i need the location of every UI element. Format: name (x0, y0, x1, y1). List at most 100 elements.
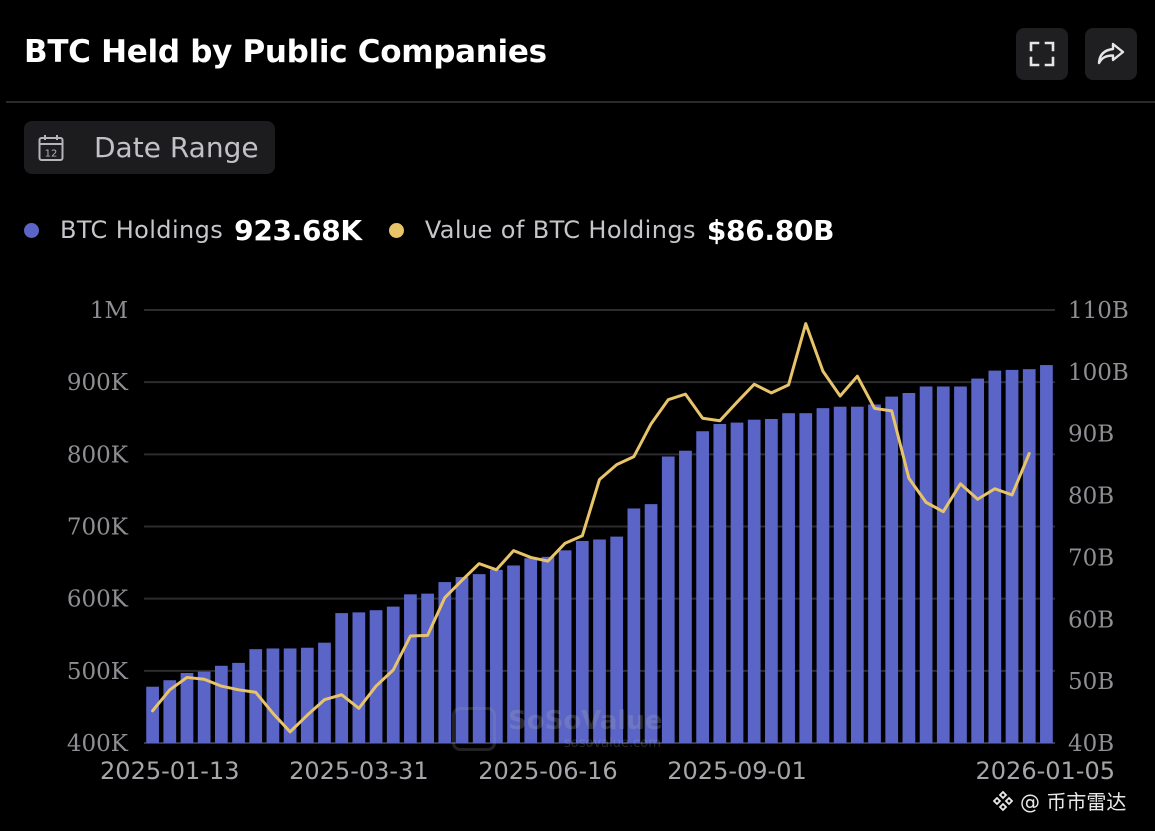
bar-btc-holdings[interactable] (885, 396, 899, 743)
y-left-tick-label: 800K (67, 442, 129, 468)
bar-btc-holdings[interactable] (593, 539, 606, 743)
bar-btc-holdings[interactable] (249, 649, 263, 743)
legend-dot-value-holdings (388, 222, 404, 238)
bar-btc-holdings[interactable] (747, 419, 761, 743)
y-right-tick-label: 70B (1068, 545, 1114, 571)
chart-legend: BTC Holdings 923.68K Value of BTC Holdin… (24, 208, 834, 252)
bar-btc-holdings[interactable] (524, 558, 538, 743)
bar-btc-holdings[interactable] (644, 504, 658, 743)
bar-btc-holdings[interactable] (696, 431, 709, 743)
bar-btc-holdings[interactable] (833, 406, 847, 743)
bar-btc-holdings[interactable] (214, 665, 228, 743)
bar-btc-holdings[interactable] (971, 378, 985, 743)
bar-btc-holdings[interactable] (404, 594, 417, 743)
y-right-tick-label: 60B (1068, 607, 1114, 633)
binance-square-icon (992, 790, 1014, 812)
share-button[interactable] (1085, 28, 1137, 80)
bar-btc-holdings[interactable] (490, 569, 503, 743)
bar-btc-holdings[interactable] (507, 565, 520, 743)
date-range-button[interactable]: 12 Date Range (24, 121, 275, 174)
share-arrow-icon (1097, 42, 1125, 65)
bar-btc-holdings[interactable] (627, 508, 641, 743)
date-range-label: Date Range (94, 131, 259, 164)
axis-labels: 400K 500K 600K 700K 800K 900K 1M 40B 50B 60B 70B 80… (67, 298, 1129, 785)
bars-btc-holdings (146, 365, 1053, 743)
bar-btc-holdings[interactable] (283, 648, 297, 743)
y-left-tick-label: 400K (67, 731, 129, 757)
bar-btc-holdings[interactable] (765, 418, 778, 743)
watermark: SoSoValue sosovalue.com (452, 706, 662, 751)
bar-btc-holdings[interactable] (558, 550, 572, 743)
bar-btc-holdings[interactable] (146, 686, 159, 743)
y-right-tick-label: 100B (1068, 360, 1129, 386)
bar-btc-holdings[interactable] (232, 662, 245, 743)
bar-btc-holdings[interactable] (386, 606, 400, 743)
line-value-holdings (151, 322, 1031, 734)
bar-btc-holdings[interactable] (661, 456, 675, 744)
bar-btc-holdings[interactable] (369, 610, 383, 743)
bar-btc-holdings[interactable] (421, 593, 434, 743)
page-title: BTC Held by Public Companies (24, 34, 547, 70)
y-left-tick-label: 500K (67, 659, 129, 685)
legend-value-value-holdings: $86.80B (706, 213, 835, 247)
y-right-tick-label: 90B (1068, 422, 1114, 448)
source-tag: @ 币市雷达 (992, 786, 1126, 815)
legend-value-btc-holdings: 923.68K (234, 213, 362, 247)
bar-btc-holdings[interactable] (472, 574, 486, 743)
bar-btc-holdings[interactable] (438, 582, 452, 743)
x-tick-label: 2025-06-16 (478, 757, 617, 785)
bar-btc-holdings[interactable] (730, 422, 744, 743)
y-right-tick-label: 40B (1068, 731, 1114, 757)
source-tag-text: @ 币市雷达 (1020, 790, 1127, 814)
bar-btc-holdings[interactable] (575, 540, 589, 743)
bar-btc-holdings[interactable] (868, 404, 881, 743)
calendar-icon: 12 (38, 134, 64, 162)
y-left-tick-label: 900K (67, 370, 129, 396)
y-right-tick-label: 110B (1068, 298, 1129, 324)
x-tick-label: 2025-09-01 (667, 757, 806, 785)
bar-btc-holdings[interactable] (902, 392, 916, 743)
fullscreen-button[interactable] (1016, 28, 1068, 80)
bar-btc-holdings[interactable] (713, 424, 727, 743)
bar-btc-holdings[interactable] (679, 450, 692, 743)
bar-btc-holdings[interactable] (988, 370, 1002, 743)
watermark-name: SoSoValue (508, 706, 663, 736)
y-left-tick-label: 1M (90, 298, 128, 324)
bar-btc-holdings[interactable] (197, 671, 211, 743)
legend-label-value-holdings: Value of BTC Holdings (424, 216, 696, 244)
bar-btc-holdings[interactable] (455, 577, 469, 743)
y-right-tick-label: 50B (1068, 669, 1114, 695)
bar-btc-holdings[interactable] (919, 386, 933, 744)
bar-btc-holdings[interactable] (782, 413, 795, 743)
y-right-tick-label: 80B (1068, 484, 1114, 510)
bar-btc-holdings[interactable] (266, 648, 280, 743)
bar-btc-holdings[interactable] (610, 536, 624, 743)
legend-dot-btc-holdings (24, 222, 39, 238)
bar-btc-holdings[interactable] (1022, 369, 1036, 743)
watermark-logo-icon (452, 706, 496, 751)
bar-btc-holdings[interactable] (936, 386, 950, 744)
watermark-url: sosovalue.com (564, 736, 661, 751)
y-left-tick-label: 700K (67, 515, 129, 541)
fullscreen-icon (1029, 41, 1055, 67)
bar-btc-holdings[interactable] (300, 647, 314, 743)
x-tick-label: 2026-01-05 (976, 757, 1115, 785)
bar-btc-holdings[interactable] (541, 556, 555, 743)
legend-label-btc-holdings: BTC Holdings (60, 216, 224, 244)
line-value-of-btc-holdings[interactable] (151, 322, 1031, 734)
bar-btc-holdings[interactable] (180, 673, 194, 743)
bar-btc-holdings[interactable] (1040, 365, 1053, 743)
calendar-day: 12 (45, 148, 58, 159)
x-tick-label: 2025-03-31 (289, 757, 428, 785)
header-divider (6, 101, 1155, 103)
bar-btc-holdings[interactable] (954, 386, 967, 744)
bar-btc-holdings[interactable] (816, 408, 830, 743)
bar-btc-holdings[interactable] (318, 642, 331, 743)
bar-btc-holdings[interactable] (799, 413, 813, 743)
bar-btc-holdings[interactable] (850, 406, 864, 743)
x-tick-label: 2025-01-13 (100, 757, 239, 785)
bar-btc-holdings[interactable] (1005, 369, 1019, 743)
bar-btc-holdings[interactable] (352, 612, 366, 743)
bar-btc-holdings[interactable] (335, 613, 349, 743)
